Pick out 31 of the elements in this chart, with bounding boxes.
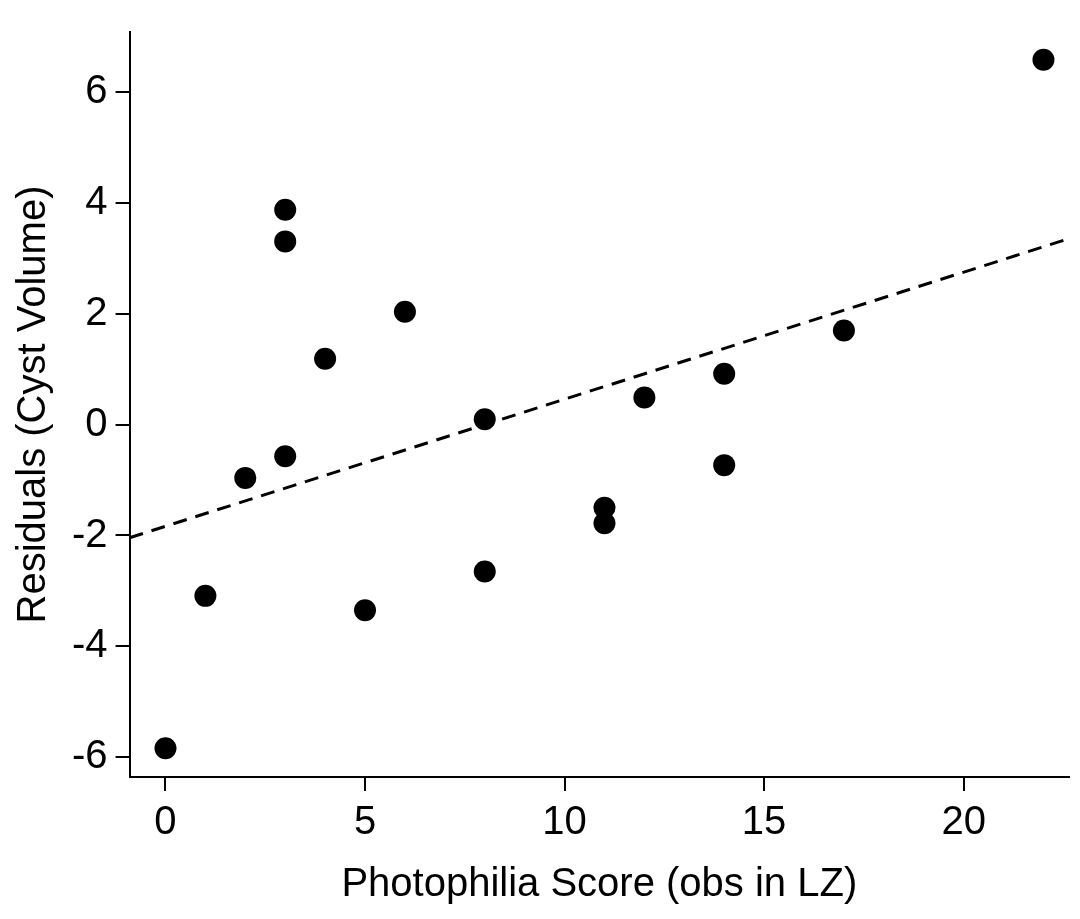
x-tick-label: 10: [542, 798, 587, 843]
y-tick-label: 2: [85, 288, 108, 333]
point: [593, 512, 616, 535]
y-tick-label: 4: [85, 178, 108, 223]
point: [393, 300, 416, 323]
point: [314, 347, 337, 370]
x-tick-label: 0: [154, 798, 177, 843]
point: [234, 466, 257, 489]
point: [274, 445, 297, 468]
point: [1032, 48, 1055, 71]
point: [473, 560, 496, 583]
x-tick-label: 5: [353, 798, 377, 843]
x-tick-label: 20: [941, 798, 986, 843]
x-axis-title: Photophilia Score (obs in LZ): [341, 860, 858, 905]
y-tick-label: 6: [85, 67, 108, 112]
x-tick-label: 15: [741, 798, 787, 843]
point: [194, 584, 217, 607]
point: [473, 408, 496, 431]
point: [832, 319, 855, 342]
point: [274, 230, 297, 253]
point: [713, 362, 736, 385]
y-tick-label: -2: [71, 510, 108, 555]
y-tick-label: -4: [71, 621, 108, 666]
point: [713, 454, 736, 477]
point: [354, 599, 377, 622]
y-axis-title: Residuals (Cyst Volume): [9, 185, 54, 624]
y-tick-label: 0: [85, 399, 108, 444]
y-tick-label: -6: [71, 732, 108, 777]
point: [154, 737, 177, 760]
point: [274, 198, 297, 221]
point: [633, 386, 656, 409]
